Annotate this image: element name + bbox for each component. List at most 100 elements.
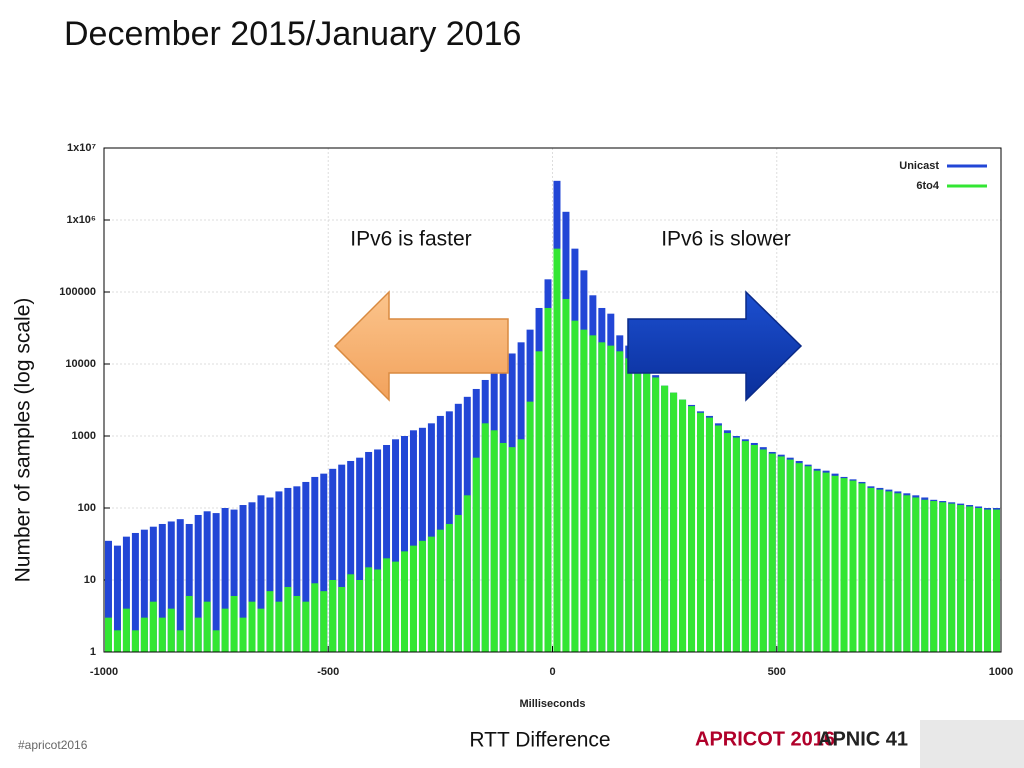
bar — [176, 630, 184, 652]
bar — [885, 491, 893, 652]
bar — [221, 508, 229, 652]
bar — [338, 586, 346, 652]
bar — [365, 451, 373, 652]
bar — [185, 595, 193, 652]
bar — [795, 463, 803, 652]
bar — [849, 480, 857, 652]
bar — [374, 569, 382, 652]
bar — [544, 307, 552, 652]
bar — [598, 342, 606, 652]
bar — [921, 499, 929, 652]
slide-title: December 2015/January 2016 — [64, 15, 521, 53]
bar — [347, 460, 355, 652]
bar — [966, 506, 974, 652]
y-axis-label: Number of samples (log scale) — [12, 298, 35, 583]
bar — [311, 476, 319, 652]
bar — [293, 486, 301, 652]
bar — [786, 459, 794, 652]
bar — [957, 505, 965, 652]
bar — [158, 617, 166, 652]
bar — [203, 601, 211, 652]
bar — [302, 601, 310, 652]
bar — [553, 248, 561, 653]
bar — [266, 591, 274, 652]
bar — [903, 495, 911, 652]
bar — [409, 430, 417, 652]
annotation: IPv6 is slower — [661, 228, 791, 251]
bar — [374, 449, 382, 652]
bar — [275, 601, 283, 652]
bar — [589, 335, 597, 652]
bar — [831, 475, 839, 652]
bar — [212, 630, 220, 652]
plot-frame — [103, 147, 1002, 653]
y-tick-label: 100000 — [59, 286, 96, 298]
bar — [472, 457, 480, 652]
bar — [723, 433, 731, 652]
bar — [176, 519, 184, 652]
bar — [104, 540, 112, 652]
bar — [293, 595, 301, 652]
bar — [302, 481, 310, 652]
bar — [670, 392, 678, 652]
bar — [535, 351, 543, 652]
hashtag: #apricot2016 — [18, 738, 88, 752]
bar — [508, 447, 516, 652]
bar — [347, 574, 355, 652]
bar — [149, 601, 157, 652]
bar — [418, 427, 426, 652]
x-tick-label: -1000 — [90, 666, 118, 678]
bar — [517, 439, 525, 652]
bar — [634, 364, 642, 652]
annotation: IPv6 is faster — [350, 228, 471, 251]
bar — [230, 509, 238, 652]
bar — [930, 501, 938, 652]
bar — [365, 567, 373, 652]
bar — [248, 601, 256, 652]
y-tick-label: 1x10⁷ — [67, 142, 96, 154]
bar — [203, 511, 211, 652]
logo-apricot: APRICOT 2016 — [695, 728, 835, 750]
y-tick-label: 10 — [84, 574, 96, 586]
bar — [257, 495, 265, 652]
bar — [311, 583, 319, 652]
bar — [454, 514, 462, 652]
bar — [948, 503, 956, 652]
y-tick-label: 100 — [78, 502, 96, 514]
bar — [329, 580, 337, 652]
bar — [409, 545, 417, 652]
bar — [580, 329, 588, 652]
bar — [840, 478, 848, 652]
bar — [400, 436, 408, 652]
bar — [356, 580, 364, 652]
bar — [984, 509, 992, 652]
logo-apnic: APNIC 41 — [818, 728, 908, 750]
bar — [400, 551, 408, 652]
bar — [266, 497, 274, 652]
bar — [131, 532, 139, 652]
bar — [239, 617, 247, 652]
bar — [759, 449, 767, 652]
bar — [122, 536, 130, 652]
bar — [777, 456, 785, 652]
bar — [275, 491, 283, 652]
bar — [167, 521, 175, 652]
bar — [104, 617, 112, 652]
legend-label: 6to4 — [916, 180, 940, 192]
bar — [131, 630, 139, 652]
logo-map — [920, 720, 1024, 768]
bar — [993, 509, 1001, 652]
bar — [140, 617, 148, 652]
bar — [714, 425, 722, 652]
bar — [732, 437, 740, 652]
bar — [894, 493, 902, 652]
bar — [221, 608, 229, 652]
bar — [194, 514, 202, 652]
bar — [427, 536, 435, 652]
bar — [239, 505, 247, 652]
bar — [688, 406, 696, 652]
bar — [643, 370, 651, 652]
faster-arrow — [333, 290, 509, 402]
